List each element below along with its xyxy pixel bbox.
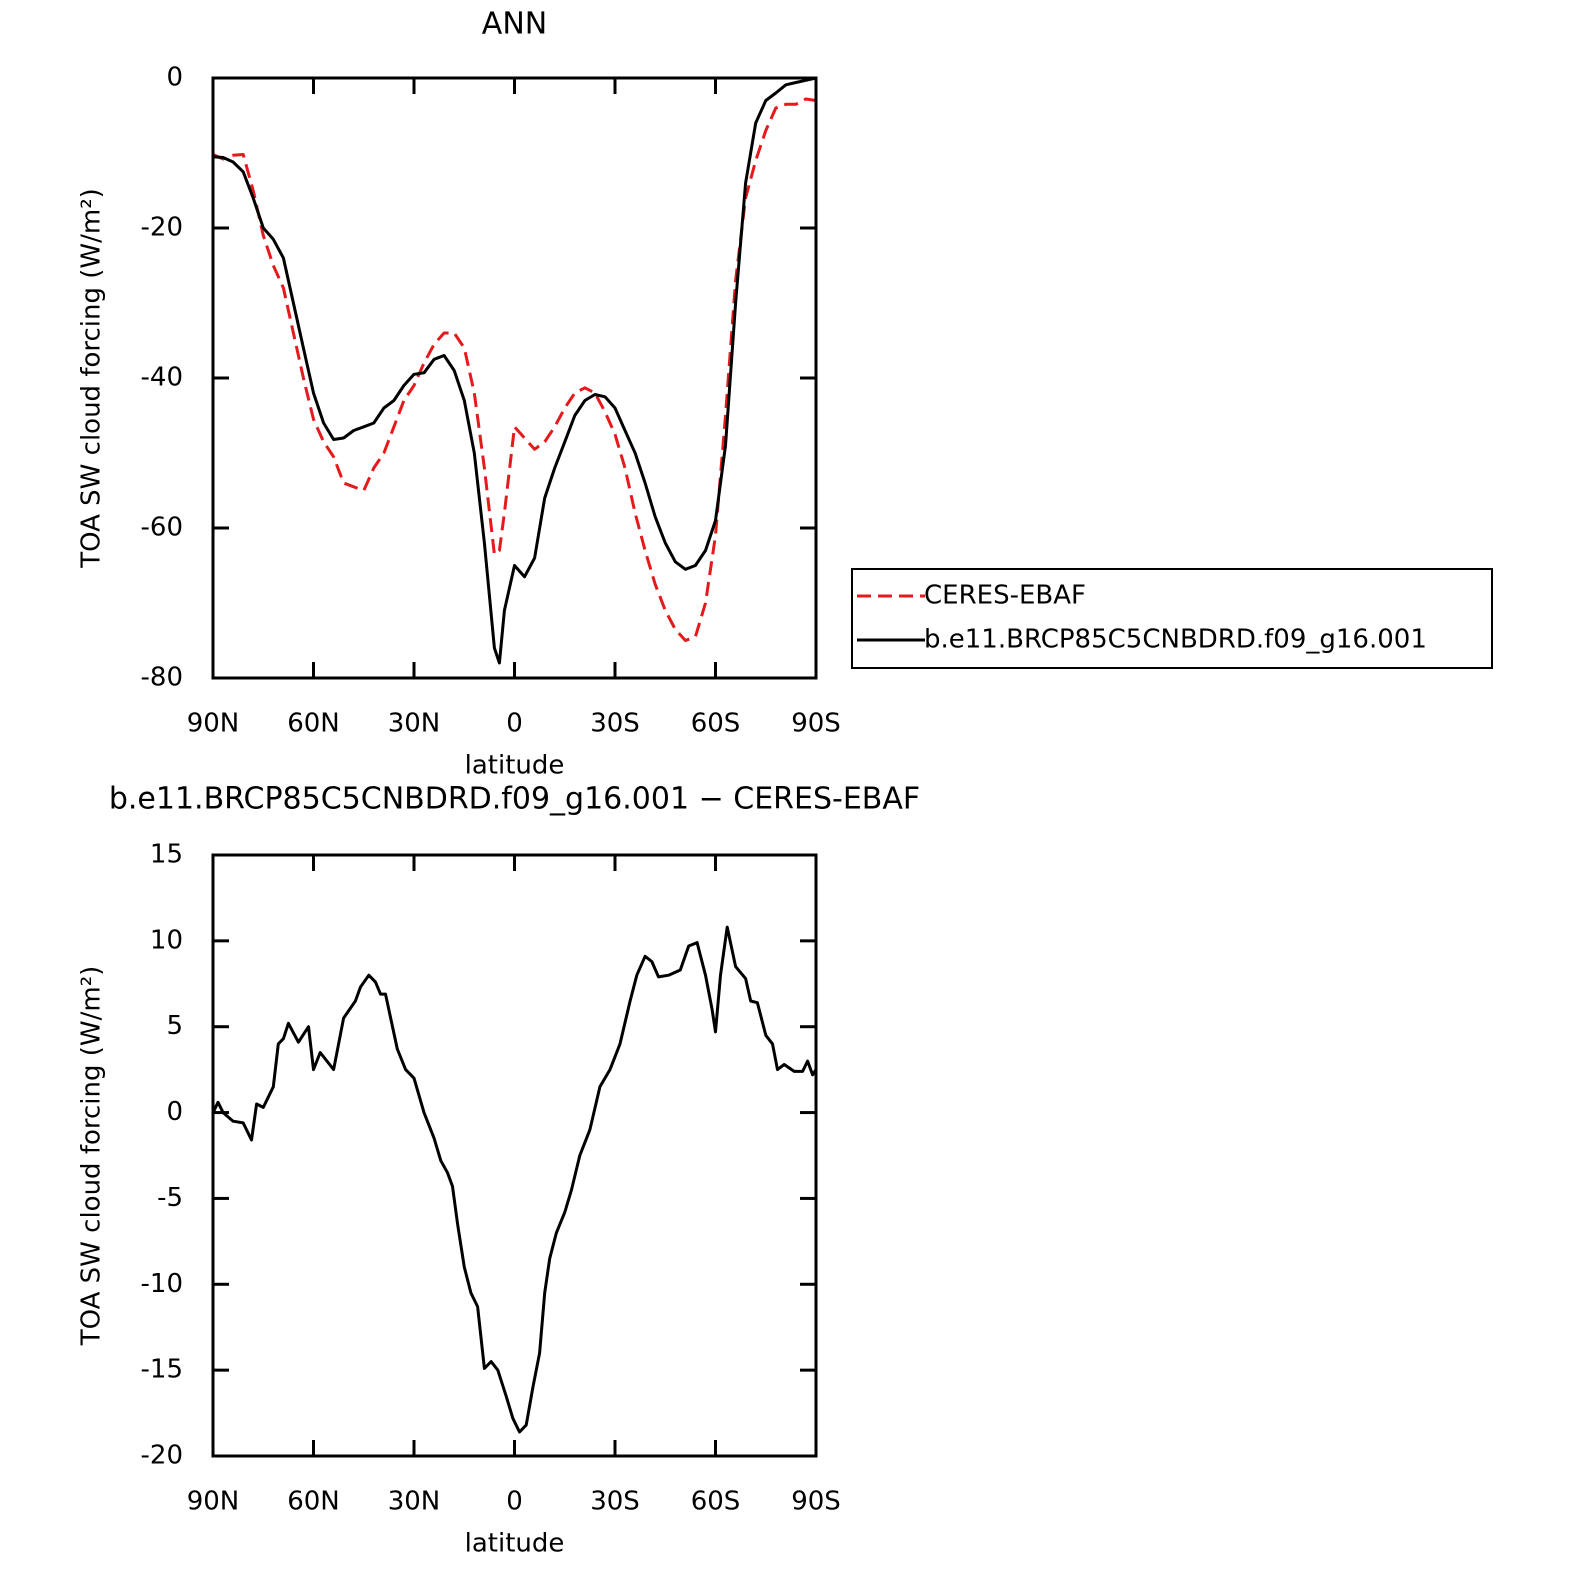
y-axis-label: TOA SW cloud forcing (W/m²): [77, 966, 107, 1347]
y-tick-label: 5: [166, 1011, 183, 1041]
x-tick-label: 60N: [287, 1487, 340, 1517]
x-tick-label: 90N: [187, 1487, 240, 1517]
y-tick-label: 0: [166, 63, 183, 93]
x-tick-label: 90S: [791, 709, 841, 739]
x-tick-label: 60S: [691, 1487, 741, 1517]
chart-title: ANN: [482, 7, 547, 42]
y-tick-label: -15: [141, 1355, 183, 1385]
y-tick-label: -5: [157, 1183, 183, 1213]
x-tick-label: 0: [506, 1487, 523, 1517]
data-line: [212, 76, 817, 665]
y-tick-label: 15: [150, 840, 183, 870]
legend-label: CERES-EBAF: [924, 581, 1086, 611]
plot-frame: [211, 76, 818, 680]
y-tick-label: -20: [141, 213, 183, 243]
y-tick-label: -80: [141, 663, 183, 693]
y-tick-label: 10: [150, 925, 183, 955]
chart-title: b.e11.BRCP85C5CNBDRD.f09_g16.001 − CERES…: [109, 782, 920, 817]
y-tick-label: -20: [141, 1441, 183, 1471]
y-axis-label: TOA SW cloud forcing (W/m²): [77, 188, 107, 569]
legend-label: b.e11.BRCP85C5CNBDRD.f09_g16.001: [924, 625, 1427, 655]
data-line: [212, 97, 817, 642]
x-tick-label: 30N: [388, 1487, 441, 1517]
y-tick-label: -10: [141, 1269, 183, 1299]
x-tick-label: 90S: [791, 1487, 841, 1517]
x-tick-label: 30S: [590, 709, 640, 739]
data-line: [211, 925, 818, 1434]
y-tick-label: 0: [166, 1097, 183, 1127]
y-tick-label: -40: [141, 363, 183, 393]
x-axis-label: latitude: [465, 751, 565, 781]
x-tick-label: 60S: [691, 709, 741, 739]
y-tick-label: -60: [141, 513, 183, 543]
x-tick-label: 30N: [388, 709, 441, 739]
plot-frame: [211, 853, 818, 1458]
x-tick-label: 0: [506, 709, 523, 739]
x-axis-label: latitude: [465, 1529, 565, 1559]
x-tick-label: 60N: [287, 709, 340, 739]
x-tick-label: 90N: [187, 709, 240, 739]
x-tick-label: 30S: [590, 1487, 640, 1517]
legend-box: [851, 568, 1493, 669]
